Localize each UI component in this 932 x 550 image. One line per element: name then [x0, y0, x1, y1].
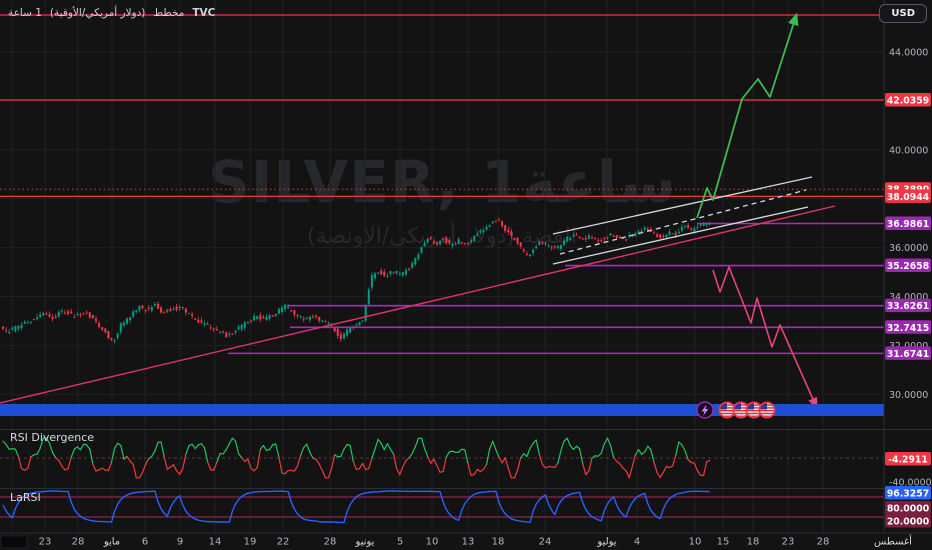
- svg-text:38.0944: 38.0944: [887, 192, 930, 203]
- svg-text:14: 14: [209, 537, 222, 548]
- svg-text:36.0000: 36.0000: [889, 243, 928, 254]
- svg-text:31.6741: 31.6741: [887, 349, 929, 360]
- svg-text:19: 19: [244, 537, 257, 548]
- grid: [0, 0, 884, 533]
- currency-toggle-button[interactable]: USD: [879, 4, 927, 23]
- legend-timeframe[interactable]: 1 ساعة: [8, 7, 42, 19]
- svg-text:30.0000: 30.0000: [889, 390, 928, 401]
- svg-text:15: 15: [717, 537, 730, 548]
- event-icons[interactable]: [696, 401, 776, 419]
- svg-text:28: 28: [72, 537, 85, 548]
- svg-text:35.2658: 35.2658: [887, 261, 929, 272]
- svg-text:40.0000: 40.0000: [889, 145, 928, 156]
- us-flag-event-icon: [747, 403, 761, 417]
- rsi-divergence-pane: [0, 437, 884, 479]
- svg-text:10: 10: [689, 537, 702, 548]
- us-flag-event-icon: [720, 403, 734, 417]
- pane-separators[interactable]: [0, 0, 932, 534]
- rsi-pane-title[interactable]: RSI Divergence: [10, 431, 95, 444]
- price-axis[interactable]: 44.000040.000036.000034.000032.000030.00…: [885, 48, 932, 528]
- us-flag-event-icon: [760, 403, 774, 417]
- horizontal-level-lines[interactable]: [0, 14, 884, 355]
- svg-text:مايو: مايو: [103, 537, 120, 548]
- svg-text:-4.2911: -4.2911: [888, 455, 928, 466]
- svg-text:9: 9: [177, 537, 183, 548]
- svg-text:20.0000: 20.0000: [887, 517, 930, 528]
- larsi-pane-title[interactable]: LaRSI: [10, 491, 41, 504]
- candlestick-series: [1, 217, 711, 344]
- legend-exchange[interactable]: TVC: [192, 7, 216, 19]
- svg-text:32.7415: 32.7415: [887, 323, 929, 334]
- svg-text:4: 4: [634, 537, 640, 548]
- blue-horizontal-band[interactable]: [0, 404, 884, 416]
- svg-text:23: 23: [782, 537, 795, 548]
- svg-text:يونيو: يونيو: [355, 537, 375, 548]
- svg-text:يوليو: يوليو: [596, 537, 616, 548]
- legend-chart-word[interactable]: مخطط: [153, 7, 185, 19]
- svg-text:34.0000: 34.0000: [889, 292, 928, 303]
- svg-text:24: 24: [539, 537, 552, 548]
- svg-text:96.3257: 96.3257: [887, 489, 929, 500]
- svg-text:44.0000: 44.0000: [889, 48, 928, 59]
- svg-text:10: 10: [426, 537, 439, 548]
- svg-text:18: 18: [747, 537, 760, 548]
- svg-text:23: 23: [39, 537, 52, 548]
- symbol-legend[interactable]: 1 ساعة (دولار أمريكي/الأوقية) مخطط TVC: [8, 7, 215, 19]
- svg-text:5: 5: [397, 537, 403, 548]
- bearish-projection-arrow: [712, 266, 818, 409]
- svg-text:28: 28: [324, 537, 337, 548]
- svg-text:22: 22: [277, 537, 290, 548]
- svg-text:18: 18: [492, 537, 505, 548]
- svg-text:-40.0000: -40.0000: [889, 478, 932, 489]
- bottom-left-corner-box[interactable]: [0, 535, 28, 549]
- svg-text:36.9861: 36.9861: [887, 219, 929, 230]
- us-flag-event-icon: [734, 403, 748, 417]
- drawings[interactable]: [0, 12, 836, 409]
- svg-text:13: 13: [462, 537, 475, 548]
- larsi-pane: [0, 490, 884, 524]
- svg-text:أغسطس: أغسطس: [874, 535, 912, 548]
- svg-text:28: 28: [817, 537, 830, 548]
- bullish-projection-arrow: [696, 12, 799, 219]
- time-axis[interactable]: 172328مايو6914192228يونيو510131824يوليو4…: [0, 535, 912, 549]
- legend-pair[interactable]: (دولار أمريكي/الأوقية): [49, 7, 146, 19]
- svg-text:42.0359: 42.0359: [887, 96, 929, 107]
- svg-text:6: 6: [142, 537, 148, 548]
- svg-text:33.6261: 33.6261: [887, 301, 929, 312]
- svg-text:80.0000: 80.0000: [887, 504, 930, 515]
